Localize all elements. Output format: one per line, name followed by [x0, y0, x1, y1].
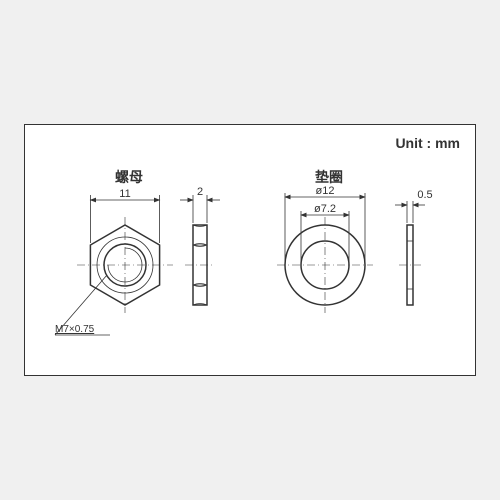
washer-thickness-dim: 0.5	[417, 189, 432, 201]
technical-drawing: 11 M7×0.75	[25, 125, 475, 375]
nut-width-dim: 11	[119, 188, 130, 200]
washer-outer-dim: ø12	[316, 185, 335, 197]
nut-thickness-dim: 2	[197, 186, 203, 198]
washer-side-view: 0.5	[395, 189, 433, 305]
nut-side-view: 2	[180, 186, 220, 305]
drawing-frame: Unit : mm 螺母 垫圈	[24, 124, 476, 376]
page-container: Unit : mm 螺母 垫圈	[0, 0, 500, 500]
thread-spec: M7×0.75	[55, 324, 95, 335]
nut-front-view: 11 M7×0.75	[55, 188, 173, 335]
washer-front-view: ø12 ø7.2	[277, 185, 373, 313]
washer-inner-dim: ø7.2	[314, 203, 336, 215]
